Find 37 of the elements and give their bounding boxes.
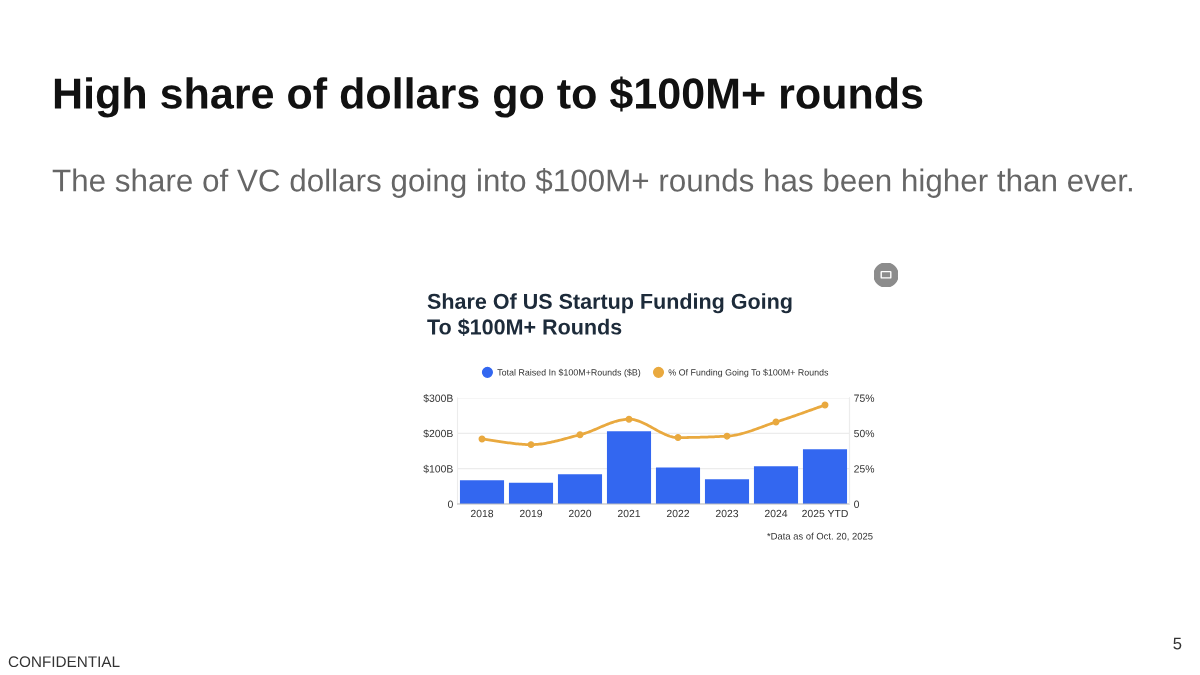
y2-tick-label: 75% <box>854 394 875 402</box>
bar <box>557 474 603 504</box>
x-tick-label: 2018 <box>470 509 494 518</box>
x-tick-label: 2022 <box>666 509 690 518</box>
x-tick-label: 2020 <box>568 509 592 518</box>
y2-tick-label: 50% <box>854 429 875 438</box>
y-tick-label: 0 <box>447 500 453 508</box>
y2-tick-label: 0 <box>854 500 860 508</box>
x-tick-label: 2021 <box>617 509 641 518</box>
bar <box>802 449 848 504</box>
y-tick-label: $200B <box>423 429 453 438</box>
point <box>674 434 682 442</box>
text: CONFIDENTIAL <box>8 656 120 668</box>
text: 5 <box>1173 637 1182 650</box>
x-tick-label: 2019 <box>519 509 543 518</box>
x-tick-label: 2025 YTD <box>802 509 848 518</box>
bar <box>508 482 554 504</box>
bar <box>655 467 701 504</box>
legend-label: % Of Funding Going To $100M+ Rounds <box>668 368 829 378</box>
point <box>527 441 535 449</box>
x-tick-label: 2024 <box>764 509 788 518</box>
text: Share Of US Startup Funding Going To $100M+ Rounds <box>427 293 792 336</box>
bar <box>606 431 652 504</box>
legend-label: Total Raised In $100M+Rounds ($B) <box>497 368 641 378</box>
y2-tick-label: 25% <box>854 465 875 473</box>
x-tick-label: 2023 <box>715 509 739 518</box>
y-tick-label: $100B <box>423 464 453 474</box>
bar <box>704 479 750 504</box>
text: *Data as of Oct. 20, 2025 <box>767 532 873 541</box>
point <box>723 432 731 440</box>
bar <box>459 480 505 504</box>
y-tick-label: $300B <box>423 394 453 403</box>
point <box>625 415 633 423</box>
chart-title: High share of dollars go to $100M+ rounds <box>54 76 923 118</box>
chart-subtitle: The share of VC dollars going into $100M+ rounds has been higher than ever. <box>52 168 1132 198</box>
bar <box>753 466 799 504</box>
point <box>576 431 584 439</box>
